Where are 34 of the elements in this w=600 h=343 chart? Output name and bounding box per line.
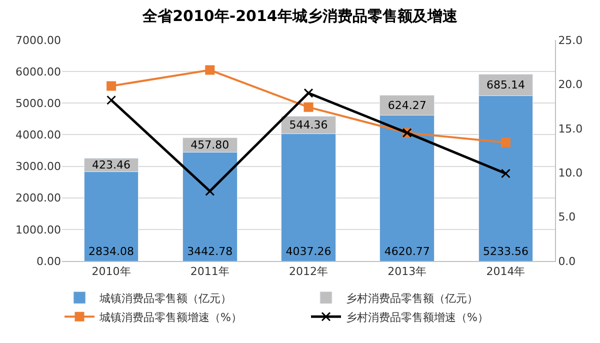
data-label: 685.14 [486,78,525,92]
x-tick-label: 2014年 [486,265,526,278]
data-label: 423.46 [92,158,131,172]
data-label: 624.27 [388,98,426,112]
x-tick-label: 2010年 [92,265,131,278]
legend-label: 城镇消费品零售额（亿元） [98,292,232,305]
data-label: 457.80 [190,138,230,152]
y-tick-label: 4000.00 [16,128,61,142]
chart-title: 全省2010年-2014年城乡消费品零售额及增速 [142,6,458,25]
data-label: 3442.78 [187,245,233,258]
y-tick-label: 6000.00 [16,65,61,78]
data-label: 4620.77 [384,245,430,258]
data-label: 4037.26 [286,245,332,258]
legend-label: 乡村消费品零售额（亿元） [346,292,478,305]
data-label: 544.36 [289,118,328,132]
data-label: 2834.08 [88,245,134,258]
x-tick-label: 2011年 [190,265,230,278]
y-tick-label: 2000.00 [16,192,61,205]
x-tick-label: 2012年 [289,265,328,278]
y2-tick-label: 0.0 [558,254,576,268]
y2-tick-label: 15.0 [558,122,583,136]
y-tick-label: 1000.00 [16,223,61,236]
y-tick-label: 7000.00 [16,34,61,47]
x-tick-label: 2013年 [388,265,427,278]
y2-tick-label: 5.0 [558,210,576,224]
y2-tick-label: 25.0 [558,34,583,47]
legend-label: 乡村消费品零售额增速（%） [346,310,488,324]
y-tick-label: 0.00 [36,254,61,268]
data-label: 5233.56 [482,245,528,258]
legend-label: 城镇消费品零售额增速（%） [98,310,242,324]
y-tick-label: 3000.00 [16,160,61,174]
y2-tick-label: 20.0 [558,78,583,92]
y2-tick-label: 10.0 [558,166,583,180]
y-tick-label: 5000.00 [16,96,61,110]
